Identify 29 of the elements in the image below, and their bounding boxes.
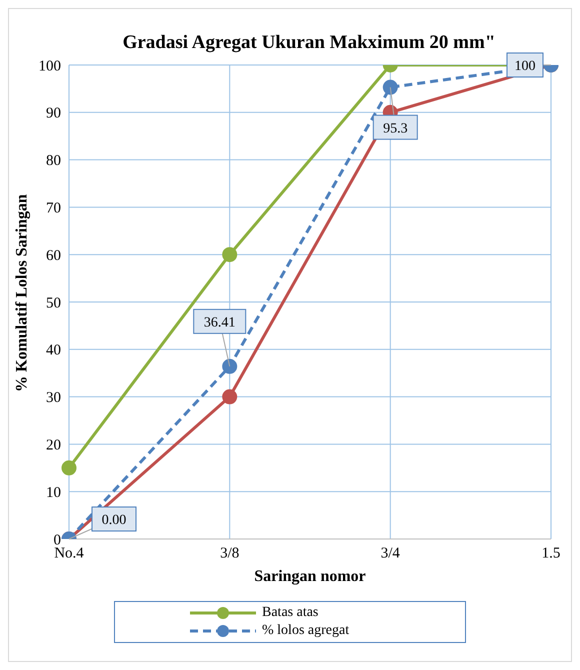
x-tick-label: 3/4: [380, 546, 400, 562]
y-tick-label: 100: [38, 58, 61, 74]
y-tick-label: 50: [46, 295, 61, 312]
chart-title: Gradasi Agregat Ukuran Makximum 20 mm": [122, 31, 496, 55]
data-label: 0.00: [102, 513, 126, 528]
data-label: 36.41: [204, 315, 236, 330]
data-label: 100: [514, 59, 536, 74]
x-tick-label: 3/8: [220, 546, 240, 562]
x-axis-title: Saringan nomor: [254, 568, 366, 585]
point: [222, 358, 238, 374]
point: [222, 247, 238, 262]
y-tick-label: 40: [46, 342, 61, 359]
point: [62, 460, 76, 476]
x-tick-label: 1.5: [542, 546, 560, 562]
y-tick-label: 80: [46, 153, 61, 170]
x-tick-label: No.4: [54, 546, 84, 562]
y-tick-label: 0: [54, 532, 61, 548]
point: [382, 80, 398, 95]
y-tick-label: 70: [46, 200, 61, 217]
y-tick-label: 90: [46, 106, 61, 122]
y-tick-label: 10: [46, 484, 61, 501]
y-tick-label: 60: [46, 248, 61, 264]
point: [222, 389, 238, 404]
legend-label: Batas atas: [262, 605, 320, 621]
y-tick-label: 20: [46, 438, 61, 454]
y-axis-title: % Komulatif Lolos Saringan: [14, 194, 31, 392]
data-label: 95.3: [383, 121, 408, 136]
y-tick-label: 30: [46, 390, 61, 406]
legend-label: % lolos agregat: [262, 623, 350, 639]
